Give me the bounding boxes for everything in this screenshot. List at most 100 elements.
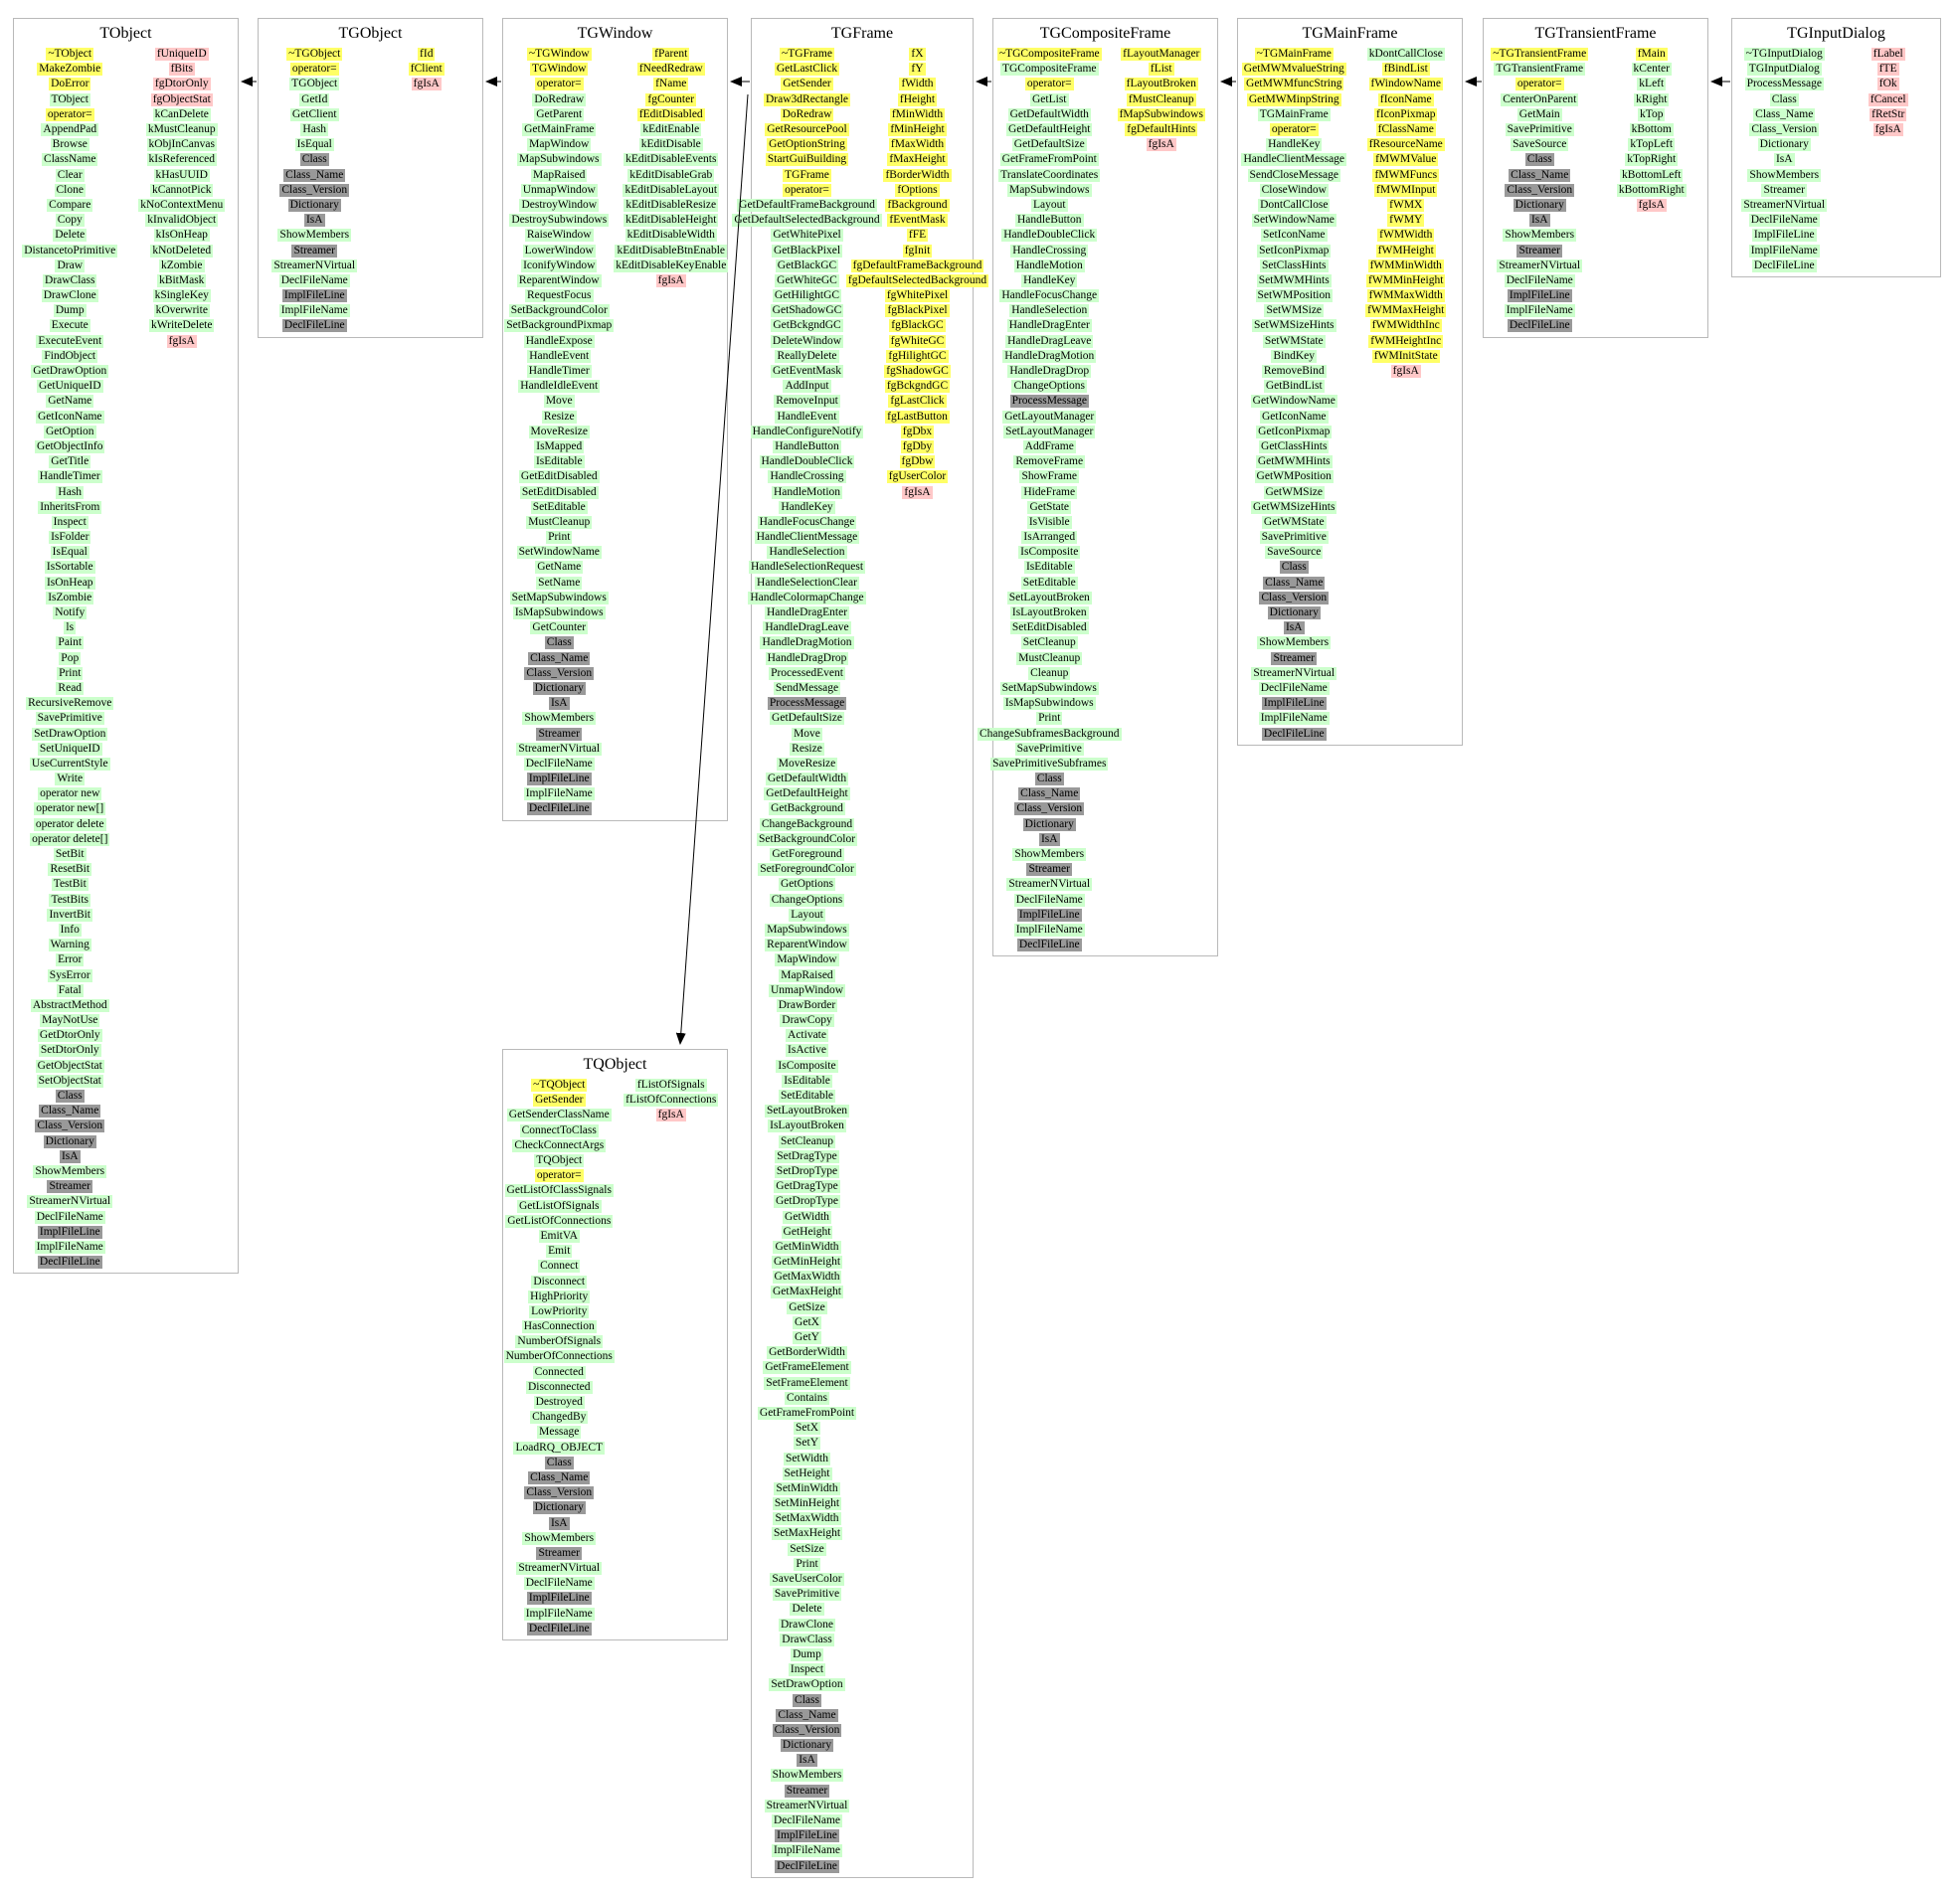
method-label[interactable]: SetWindowName <box>516 546 602 560</box>
method-label[interactable]: AddInput <box>783 380 831 394</box>
method-label[interactable]: SetUniqueID <box>37 742 102 756</box>
method-label[interactable]: DeclFileName <box>1258 681 1330 695</box>
method-label[interactable]: StreamerNVirtual <box>27 1195 113 1209</box>
field-label[interactable]: fY <box>909 63 926 77</box>
method-label[interactable]: Draw <box>55 258 86 272</box>
method-label[interactable]: ImplFileName <box>1013 923 1085 937</box>
method-label[interactable]: DoError <box>49 78 91 91</box>
field-label[interactable]: kLeft <box>1637 78 1667 91</box>
method-label[interactable]: LowPriority <box>529 1304 590 1318</box>
method-label[interactable]: HandleClientMessage <box>754 531 860 545</box>
method-label[interactable]: ImplFileName <box>523 1607 595 1621</box>
field-label[interactable]: kEditDisableEvents <box>624 153 719 167</box>
method-label[interactable]: IsA <box>548 1516 570 1530</box>
method-label[interactable]: ChangeBackground <box>759 817 855 831</box>
method-label[interactable]: SetFrameElement <box>764 1376 850 1390</box>
method-label[interactable]: MapSubwindows <box>1006 183 1092 197</box>
field-label[interactable]: fgHilightGC <box>886 349 949 363</box>
method-label[interactable]: GetListOfSignals <box>517 1199 602 1213</box>
method-label[interactable]: GetSenderClassName <box>506 1109 612 1122</box>
method-label[interactable]: SetWMSizeHints <box>1252 319 1336 333</box>
field-label[interactable]: kTop <box>1638 107 1666 121</box>
field-label[interactable]: fIconPixmap <box>1374 107 1438 121</box>
method-label[interactable]: IsA <box>797 1754 817 1768</box>
field-label[interactable]: fListOfConnections <box>624 1094 719 1108</box>
field-label[interactable]: fgUserColor <box>886 470 949 484</box>
method-label[interactable]: Contains <box>785 1391 829 1405</box>
method-label[interactable]: Move <box>543 395 575 409</box>
method-label[interactable]: StartGuiBuilding <box>765 153 849 167</box>
method-label[interactable]: SetDropType <box>774 1164 840 1178</box>
method-label[interactable]: Paint <box>56 636 85 650</box>
method-label[interactable]: MapWindow <box>775 953 839 967</box>
method-label[interactable]: SysError <box>47 968 92 982</box>
method-label[interactable]: DeclFileName <box>1748 214 1820 228</box>
method-label[interactable]: Hash <box>56 485 85 499</box>
method-label[interactable]: SetObjectStat <box>36 1074 103 1088</box>
method-label[interactable]: GetId <box>299 92 330 106</box>
method-label[interactable]: SaveSource <box>1511 138 1569 152</box>
field-label[interactable]: fgIsA <box>1872 123 1903 137</box>
method-label[interactable]: IsLayoutBroken <box>1009 606 1089 620</box>
method-label[interactable]: DeclFileName <box>278 273 350 287</box>
method-label[interactable]: SetEditable <box>778 1090 835 1104</box>
field-label[interactable]: kEditDisableWidth <box>624 229 717 243</box>
field-label[interactable]: kCannotPick <box>150 183 214 197</box>
method-label[interactable]: GetLastClick <box>774 63 840 77</box>
method-label[interactable]: Streamer <box>536 1546 582 1560</box>
method-label[interactable]: SetDrawOption <box>32 727 108 741</box>
method-label[interactable]: Draw3dRectangle <box>763 92 851 106</box>
method-label[interactable]: GetCounter <box>530 621 589 635</box>
field-label[interactable]: fEventMask <box>887 214 948 228</box>
method-label[interactable]: GetWMSizeHints <box>1251 500 1337 514</box>
method-label[interactable]: IsMapped <box>534 439 585 453</box>
field-label[interactable]: kEditEnable <box>640 123 702 137</box>
method-label[interactable]: ProcessMessage <box>767 697 847 711</box>
method-label[interactable]: GetHilightGC <box>772 289 842 303</box>
method-label[interactable]: Print <box>546 531 573 545</box>
method-label[interactable]: SetMWMHints <box>1256 273 1332 287</box>
field-label[interactable]: fgWhitePixel <box>884 289 951 303</box>
method-label[interactable]: ShowMembers <box>522 712 597 726</box>
method-label[interactable]: Dictionary <box>780 1739 834 1753</box>
method-label[interactable]: GetName <box>535 561 584 575</box>
method-label[interactable]: FindObject <box>42 349 98 363</box>
field-label[interactable]: kIsOnHeap <box>153 229 210 243</box>
method-label[interactable]: GetParent <box>534 107 585 121</box>
method-label[interactable]: HandleDragLeave <box>763 621 851 635</box>
method-label[interactable]: CheckConnectArgs <box>512 1138 607 1152</box>
method-label[interactable]: SetCleanup <box>1020 636 1078 650</box>
method-label[interactable]: IsEqual <box>50 546 89 560</box>
field-label[interactable]: fRetStr <box>1870 107 1907 121</box>
method-label[interactable]: GetIconPixmap <box>1256 425 1333 438</box>
method-label[interactable]: StreamerNVirtual <box>1006 878 1093 892</box>
method-label[interactable]: ImplFileLine <box>526 1592 592 1606</box>
field-label[interactable]: fgInit <box>902 244 933 258</box>
method-label[interactable]: HandleFocusChange <box>757 515 857 529</box>
method-label[interactable]: EmitVA <box>538 1229 580 1243</box>
method-label[interactable]: MapWindow <box>527 138 592 152</box>
field-label[interactable]: fgDefaultSelectedBackground <box>845 273 989 287</box>
method-label[interactable]: DeclFileLine <box>281 319 347 333</box>
field-label[interactable]: fgIsA <box>655 1109 686 1122</box>
method-label[interactable]: IsA <box>548 697 570 711</box>
method-label[interactable]: MoveResize <box>776 757 838 771</box>
method-label[interactable]: StreamerNVirtual <box>764 1799 850 1812</box>
method-label[interactable]: Class_Version <box>1505 183 1575 197</box>
method-label[interactable]: SetDtorOnly <box>38 1044 101 1058</box>
field-label[interactable]: kNotDeleted <box>150 244 214 258</box>
method-label[interactable]: Dictionary <box>532 1501 586 1515</box>
method-label[interactable]: GetBindList <box>1263 380 1325 394</box>
method-label[interactable]: DeclFileLine <box>37 1256 102 1270</box>
field-label[interactable]: fClient <box>408 63 445 77</box>
field-label[interactable]: fBits <box>168 63 195 77</box>
method-label[interactable]: operator= <box>534 1169 584 1183</box>
method-label[interactable]: SetEditable <box>530 500 588 514</box>
method-label[interactable]: Class <box>55 1090 85 1104</box>
method-label[interactable]: IsMapSubwindows <box>1002 697 1096 711</box>
method-label[interactable]: GetDrawOption <box>31 365 109 379</box>
method-label[interactable]: GetDefaultHeight <box>764 787 850 801</box>
method-label[interactable]: GetLayoutManager <box>1002 410 1097 424</box>
method-label[interactable]: Layout <box>1030 198 1068 212</box>
method-label[interactable]: HandleExpose <box>523 334 595 348</box>
